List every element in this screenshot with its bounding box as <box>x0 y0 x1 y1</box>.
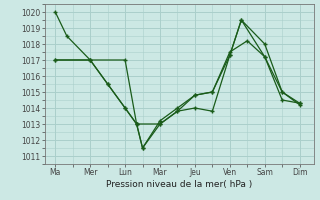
X-axis label: Pression niveau de la mer( hPa ): Pression niveau de la mer( hPa ) <box>106 180 252 189</box>
